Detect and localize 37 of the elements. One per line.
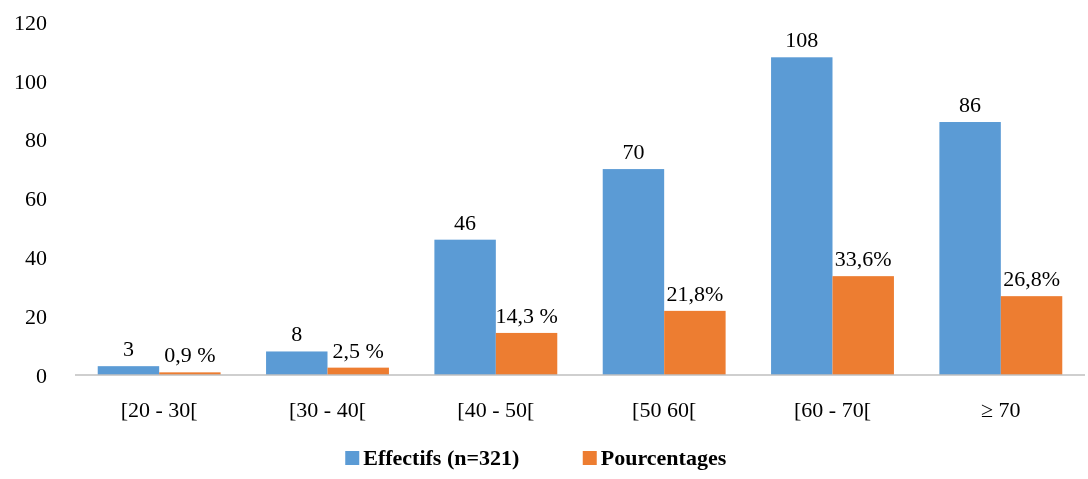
bar — [495, 332, 558, 375]
bar — [97, 366, 160, 375]
bar — [832, 276, 894, 375]
x-tick-label: [30 - 40[ — [289, 397, 366, 422]
data-label: 46 — [454, 209, 477, 235]
y-tick-label: 20 — [25, 303, 47, 329]
data-label: 2,5 % — [332, 337, 384, 363]
data-label: 3 — [122, 336, 134, 362]
data-label: 0,9 % — [164, 342, 216, 368]
data-label: 86 — [959, 92, 982, 118]
data-label: 21,8% — [666, 280, 724, 306]
x-tick-label: [40 - 50[ — [457, 397, 535, 422]
data-label: 108 — [785, 27, 819, 53]
bar — [771, 57, 833, 375]
legend-label: Pourcentages — [600, 445, 727, 470]
bar — [664, 310, 726, 375]
data-label: 33,6% — [834, 246, 892, 272]
x-tick-label: [60 - 70[ — [794, 397, 871, 422]
data-label: 26,8% — [1003, 266, 1060, 292]
y-tick-label: 0 — [36, 362, 47, 388]
bar — [939, 122, 1001, 375]
data-label: 70 — [622, 139, 645, 165]
bar — [1000, 296, 1063, 375]
x-tick-label: ≥ 70 — [981, 397, 1021, 422]
data-label: 8 — [291, 321, 303, 347]
y-tick-label: 120 — [14, 9, 47, 35]
x-tick-label: [20 - 30[ — [120, 397, 198, 422]
y-tick-label: 100 — [14, 68, 47, 94]
bar — [434, 239, 496, 375]
y-tick-label: 80 — [25, 127, 47, 153]
data-label: 14,3 % — [495, 302, 558, 328]
x-tick-label: [50 60[ — [632, 397, 697, 422]
bar — [602, 169, 665, 375]
bar — [266, 351, 328, 375]
y-tick-label: 40 — [25, 245, 47, 271]
y-tick-label: 60 — [25, 186, 47, 212]
legend-label: Effectifs (n=321) — [363, 445, 520, 470]
